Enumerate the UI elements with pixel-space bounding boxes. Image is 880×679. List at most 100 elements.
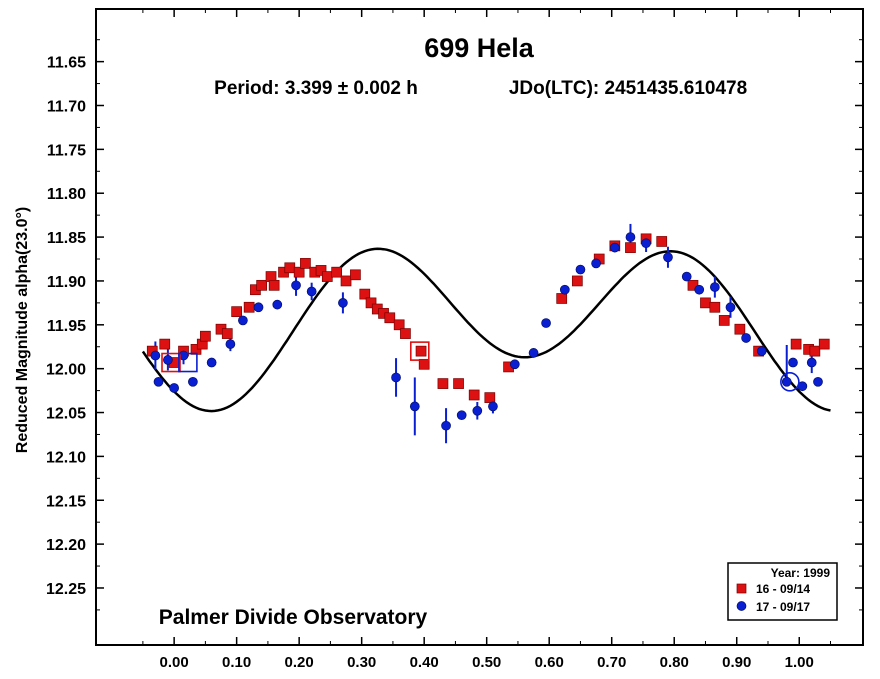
data-point-session-17 (806, 357, 817, 368)
data-point-session-16 (268, 279, 280, 291)
legend-label-session-17: 17 - 09/17 (756, 600, 810, 614)
data-point-session-16 (243, 301, 255, 313)
y-tick-label: 12.05 (46, 406, 86, 423)
data-point-session-16 (221, 328, 233, 339)
data-point-session-16 (231, 306, 242, 317)
data-point-session-17 (391, 372, 401, 383)
data-points-layer (146, 232, 830, 431)
epoch-label: JDo(LTC): 2451435.610478 (509, 78, 747, 99)
data-point-session-16 (159, 338, 171, 350)
data-point-session-17 (150, 350, 161, 361)
data-point-session-17 (225, 339, 236, 349)
highlighted-point-outline (178, 352, 198, 373)
plot-frame (95, 8, 864, 646)
data-point-session-16 (284, 262, 296, 274)
data-point-session-16 (256, 279, 268, 291)
data-point-session-17 (541, 318, 551, 328)
legend-label-session-16: 16 - 09/14 (756, 582, 810, 596)
data-point-session-17 (206, 357, 217, 368)
y-tick-label: 12.25 (46, 581, 86, 598)
data-point-session-17 (681, 271, 692, 282)
data-point-session-16 (418, 358, 430, 370)
data-point-session-16 (556, 293, 568, 304)
y-tick-label: 11.90 (47, 274, 86, 291)
data-point-session-17 (710, 282, 720, 292)
y-axis: 11.65 11.70 11.75 11.80 11.85 11.90 11.95 12.00… (46, 39, 863, 611)
data-point-session-16 (321, 271, 333, 282)
data-point-session-17 (188, 376, 198, 387)
data-point-session-16 (700, 297, 711, 309)
data-point-session-17 (591, 258, 601, 269)
y-axis-label: Reduced Magnitude alpha(23.0°) (14, 207, 31, 453)
observatory-label: Palmer Divide Observatory (159, 606, 428, 629)
x-axis: 0.00 0.10 0.20 0.30 0.40 0.50 0.60 0.70 0.80 0.90… (142, 9, 831, 671)
data-point-session-17 (163, 355, 173, 365)
data-point-session-17 (813, 376, 823, 387)
data-point-session-16 (393, 319, 405, 331)
y-tick-label: 11.70 (47, 98, 86, 115)
x-tick-label: 0.40 (410, 654, 439, 671)
data-point-session-16 (468, 389, 480, 401)
y-tick-label: 11.95 (47, 318, 86, 335)
period-label: Period: 3.399 ± 0.002 h (214, 78, 418, 99)
y-tick-label: 12.20 (46, 537, 86, 554)
data-point-session-17 (338, 298, 348, 308)
data-point-session-16 (625, 242, 636, 253)
data-point-session-17 (169, 383, 179, 393)
data-point-session-16 (818, 338, 830, 350)
data-point-session-17 (559, 284, 570, 295)
highlighted-points-layer (161, 341, 800, 392)
data-point-session-16 (718, 315, 730, 326)
data-point-session-16 (571, 275, 583, 287)
x-tick-label: 0.20 (285, 654, 314, 671)
data-point-session-17 (609, 242, 620, 253)
data-point-session-16 (300, 258, 311, 269)
y-tick-label: 11.75 (47, 142, 86, 159)
data-point-session-16 (384, 312, 396, 324)
data-point-session-17 (488, 401, 498, 412)
data-point-session-16 (709, 301, 721, 313)
y-tick-label: 11.65 (47, 55, 86, 72)
data-point-session-16 (350, 269, 361, 281)
legend: Year: 1999 16 - 09/14 17 - 09/17 (727, 562, 838, 621)
legend-marker-circle (736, 601, 747, 611)
highlighted-point-outline (410, 341, 430, 361)
data-point-session-16 (656, 236, 668, 247)
data-point-session-17 (306, 286, 317, 297)
data-point-session-17 (291, 280, 301, 291)
legend-marker-square (736, 583, 747, 594)
data-point-session-17 (641, 238, 651, 249)
data-point-session-17 (409, 401, 420, 412)
data-point-session-16 (400, 328, 411, 339)
y-tick-label: 12.10 (46, 449, 86, 466)
data-point-session-17 (238, 315, 248, 326)
data-point-session-17 (153, 376, 164, 387)
data-point-session-17 (253, 302, 264, 313)
data-point-session-17 (575, 264, 586, 275)
data-point-session-16 (359, 288, 371, 300)
data-point-session-17 (272, 299, 283, 310)
legend-title: Year: 1999 (771, 566, 831, 580)
data-point-session-16 (340, 275, 352, 287)
x-tick-label: 0.60 (535, 654, 564, 671)
data-point-session-17 (625, 232, 636, 242)
x-tick-label: 0.80 (660, 654, 689, 671)
data-point-session-16 (734, 323, 746, 335)
data-point-session-17 (788, 357, 798, 368)
fit-curve-layer (141, 247, 831, 413)
data-point-session-16 (331, 266, 343, 278)
data-point-session-17 (694, 284, 705, 295)
x-tick-label: 0.50 (472, 654, 501, 671)
data-point-session-17 (756, 346, 767, 356)
x-tick-label: 1.00 (785, 654, 814, 671)
x-tick-label: 0.00 (160, 654, 189, 671)
data-point-session-17 (663, 252, 673, 263)
data-point-session-17 (509, 359, 520, 370)
data-point-session-16 (315, 265, 327, 276)
y-tick-label: 12.15 (46, 493, 86, 510)
highlighted-point-outline (161, 352, 181, 373)
data-point-session-17 (456, 410, 467, 421)
data-point-session-17 (528, 348, 539, 358)
data-point-session-17 (472, 405, 483, 416)
data-point-session-16 (809, 345, 821, 357)
